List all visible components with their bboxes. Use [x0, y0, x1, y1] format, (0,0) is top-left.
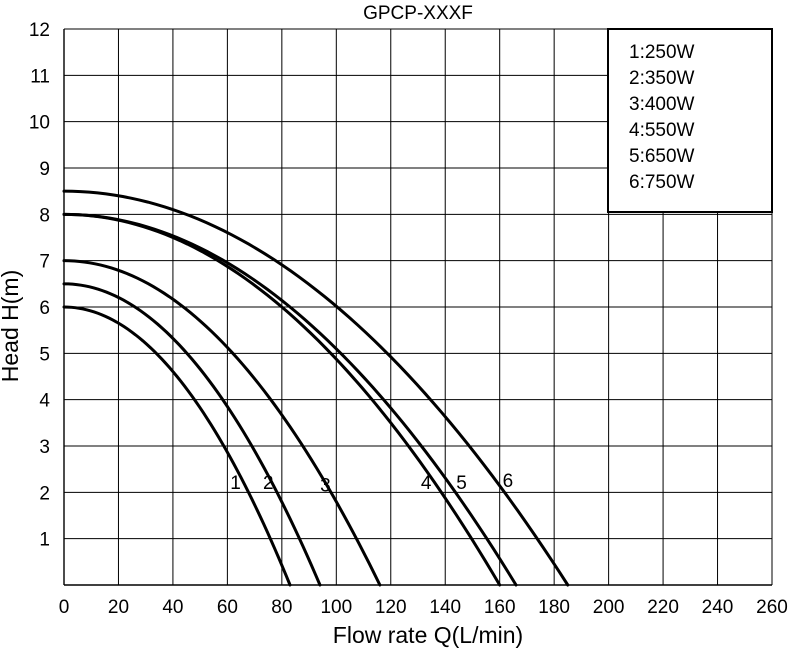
- x-tick-label: 80: [271, 597, 292, 618]
- curve-layer: [62, 189, 570, 587]
- curve-label-4: 4: [421, 473, 432, 494]
- axis-layer: 0 20 40 60 80 100 120 140 160 180 200 220 240 2601234…: [29, 20, 788, 618]
- legend-entry: 2:350W: [629, 68, 695, 89]
- legend-entry: 1:250W: [629, 42, 695, 63]
- pump-curve-5: [62, 212, 518, 587]
- pump-curve-1: [62, 305, 292, 587]
- x-tick-label: 200: [593, 597, 625, 618]
- x-tick-label: 140: [429, 597, 461, 618]
- x-tick-label: 20: [108, 597, 129, 618]
- curve-label-3: 3: [320, 475, 331, 496]
- legend-box: [607, 28, 773, 213]
- y-tick-label: 2: [39, 483, 50, 504]
- x-tick-label: 220: [647, 597, 679, 618]
- curve-label-5: 5: [456, 473, 467, 494]
- curve-label-layer: 1 2 3 4 5 6: [230, 471, 513, 497]
- y-tick-label: 8: [39, 205, 50, 226]
- x-tick-label: 180: [538, 597, 570, 618]
- legend-entry: 3:400W: [629, 94, 695, 115]
- legend-entry: 6:750W: [629, 172, 695, 193]
- x-tick-label: 100: [320, 597, 352, 618]
- pump-curve-3: [62, 259, 382, 587]
- curve-label-2: 2: [263, 473, 274, 494]
- y-tick-label: 6: [39, 298, 50, 319]
- y-tick-label: 12: [29, 20, 50, 41]
- x-tick-label: 240: [702, 597, 734, 618]
- curve-label-1: 1: [230, 473, 241, 494]
- x-tick-label: 0: [59, 597, 70, 618]
- y-tick-label: 11: [30, 66, 50, 87]
- curve-label-6: 6: [503, 471, 514, 492]
- y-tick-label: 1: [39, 530, 50, 551]
- pump-curve-2: [62, 282, 322, 587]
- y-tick-label: 9: [39, 159, 50, 180]
- y-tick-label: 5: [39, 344, 50, 365]
- legend-entry: 5:650W: [629, 146, 695, 167]
- x-tick-label: 260: [756, 597, 788, 618]
- legend: 1:250W 2:350W 3:400W 4:550W 5:650W 6:750W: [607, 28, 773, 213]
- legend-entry: 4:550W: [629, 120, 695, 141]
- pump-curve-6: [62, 189, 570, 587]
- y-axis-title: Head H(m): [0, 270, 23, 382]
- legend-items: 1:250W 2:350W 3:400W 4:550W 5:650W 6:750W: [629, 42, 695, 193]
- y-tick-label: 7: [39, 252, 50, 273]
- x-axis-title: Flow rate Q(L/min): [333, 622, 523, 648]
- x-tick-label: 40: [162, 597, 183, 618]
- y-tick-label: 10: [29, 113, 50, 134]
- x-tick-label: 160: [484, 597, 516, 618]
- chart-title: GPCP-XXXF: [363, 3, 473, 24]
- x-tick-label: 60: [217, 597, 238, 618]
- y-tick-label: 3: [39, 437, 50, 458]
- y-tick-label: 4: [39, 391, 50, 412]
- x-tick-label: 120: [375, 597, 407, 618]
